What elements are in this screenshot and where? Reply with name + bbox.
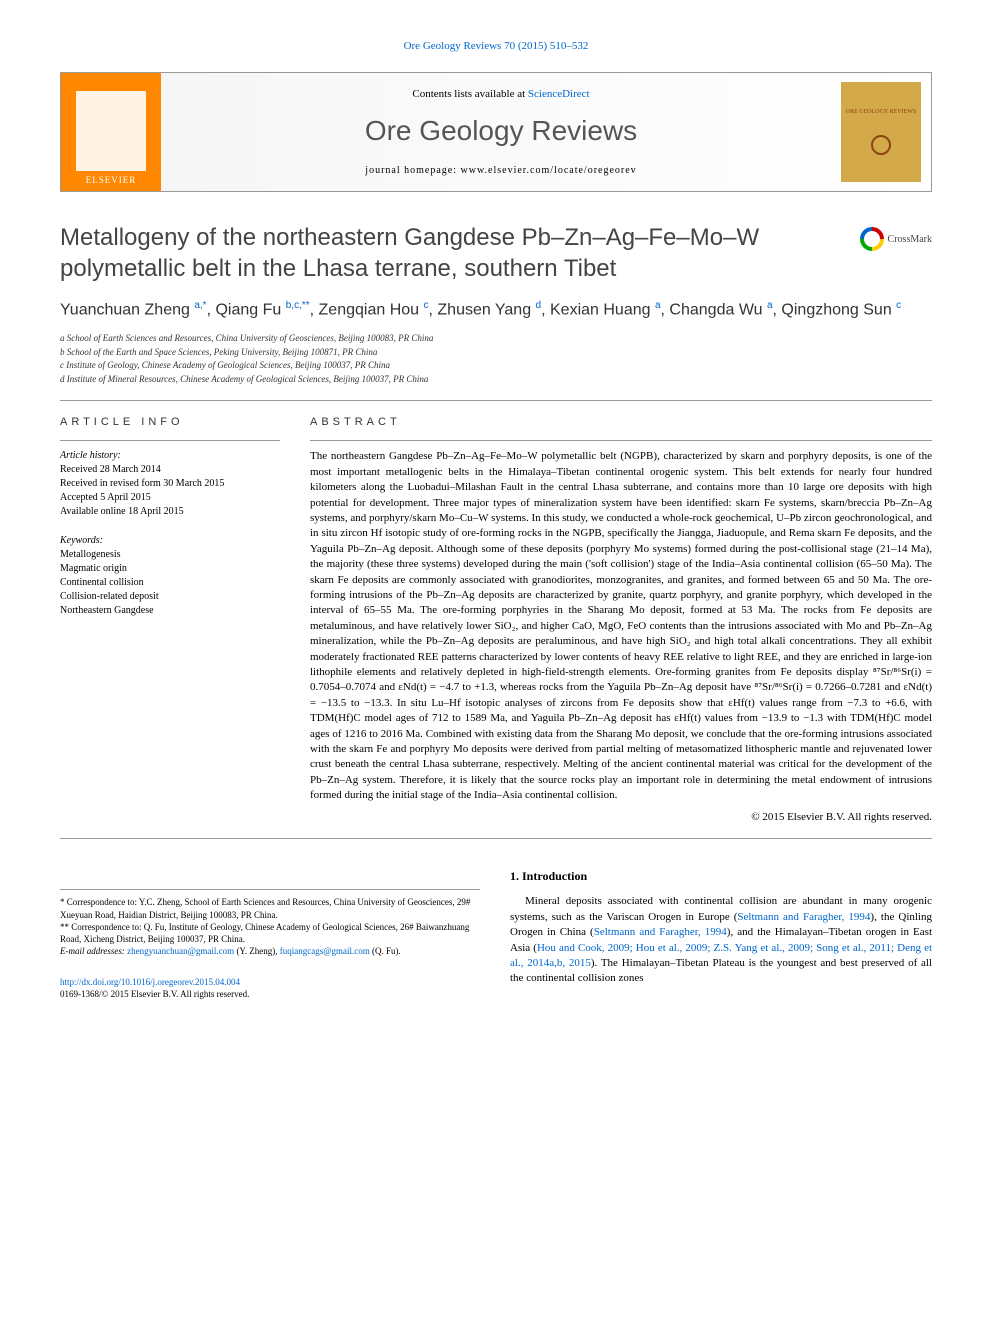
keyword-item: Magmatic origin <box>60 562 280 576</box>
title-row: Metallogeny of the northeastern Gangdese… <box>60 222 932 284</box>
divider <box>60 400 932 401</box>
article-history: Article history: Received 28 March 2014R… <box>60 449 280 519</box>
history-label: Article history: <box>60 449 280 463</box>
journal-header: ELSEVIER Contents lists available at Sci… <box>60 72 932 192</box>
affiliations: a School of Earth Sciences and Resources… <box>60 332 932 385</box>
lower-columns: * Correspondence to: Y.C. Zheng, School … <box>60 869 932 1000</box>
introduction-column: 1. Introduction Mineral deposits associa… <box>510 869 932 1000</box>
authors-list: Yuanchuan Zheng a,*, Qiang Fu b,c,**, Ze… <box>60 299 932 322</box>
history-item: Received 28 March 2014 <box>60 463 280 477</box>
email-line: E-mail addresses: zhengyuanchuan@gmail.c… <box>60 945 480 957</box>
email-link-1[interactable]: zhengyuanchuan@gmail.com <box>127 946 234 956</box>
correspondence-footnotes: * Correspondence to: Y.C. Zheng, School … <box>60 889 480 957</box>
crossmark-label: CrossMark <box>888 234 932 245</box>
page-container: Ore Geology Reviews 70 (2015) 510–532 EL… <box>0 0 992 1041</box>
elsevier-tree-icon <box>76 91 146 171</box>
keywords-label: Keywords: <box>60 534 280 548</box>
abstract-column: abstract The northeastern Gangdese Pb–Zn… <box>310 416 932 823</box>
correspondence-2: ** Correspondence to: Q. Fu, Institute o… <box>60 921 480 945</box>
history-item: Accepted 5 April 2015 <box>60 491 280 505</box>
elsevier-logo: ELSEVIER <box>61 73 161 191</box>
abstract-text: The northeastern Gangdese Pb–Zn–Ag–Fe–Mo… <box>310 449 932 803</box>
abstract-heading: abstract <box>310 416 932 428</box>
introduction-heading: 1. Introduction <box>510 869 932 884</box>
keyword-item: Metallogenesis <box>60 548 280 562</box>
article-title: Metallogeny of the northeastern Gangdese… <box>60 222 840 284</box>
abstract-copyright: © 2015 Elsevier B.V. All rights reserved… <box>310 811 932 823</box>
contents-line: Contents lists available at ScienceDirec… <box>176 88 826 100</box>
crossmark-badge[interactable]: CrossMark <box>860 227 932 251</box>
affiliation-item: c Institute of Geology, Chinese Academy … <box>60 359 932 372</box>
top-citation: Ore Geology Reviews 70 (2015) 510–532 <box>60 40 932 52</box>
article-info-column: article info Article history: Received 2… <box>60 416 280 823</box>
publisher-name: ELSEVIER <box>86 175 137 185</box>
footer: http://dx.doi.org/10.1016/j.oregeorev.20… <box>60 977 480 1000</box>
keyword-item: Collision-related deposit <box>60 590 280 604</box>
journal-name: Ore Geology Reviews <box>176 115 826 147</box>
crossmark-icon <box>860 227 884 251</box>
keywords-block: Keywords: MetallogenesisMagmatic originC… <box>60 534 280 618</box>
sciencedirect-link[interactable]: ScienceDirect <box>528 88 590 100</box>
email-link-2[interactable]: fuqiangcags@gmail.com <box>280 946 370 956</box>
introduction-text: Mineral deposits associated with contine… <box>510 894 932 986</box>
article-info-heading: article info <box>60 416 280 428</box>
affiliation-item: d Institute of Mineral Resources, Chines… <box>60 373 932 386</box>
affiliation-item: a School of Earth Sciences and Resources… <box>60 332 932 345</box>
info-abstract-row: article info Article history: Received 2… <box>60 416 932 823</box>
keyword-item: Continental collision <box>60 576 280 590</box>
affiliation-item: b School of the Earth and Space Sciences… <box>60 346 932 359</box>
header-center: Contents lists available at ScienceDirec… <box>161 73 841 191</box>
journal-cover-thumbnail: ORE GEOLOGY REVIEWS <box>841 82 921 182</box>
history-item: Available online 18 April 2015 <box>60 505 280 519</box>
homepage-url[interactable]: www.elsevier.com/locate/oregeorev <box>461 165 637 176</box>
citation-link[interactable]: Ore Geology Reviews 70 (2015) 510–532 <box>404 40 589 52</box>
correspondence-1: * Correspondence to: Y.C. Zheng, School … <box>60 896 480 920</box>
footnotes-column: * Correspondence to: Y.C. Zheng, School … <box>60 869 480 1000</box>
keyword-item: Northeastern Gangdese <box>60 604 280 618</box>
issn-copyright: 0169-1368/© 2015 Elsevier B.V. All right… <box>60 989 480 1001</box>
doi-link[interactable]: http://dx.doi.org/10.1016/j.oregeorev.20… <box>60 977 240 987</box>
history-item: Received in revised form 30 March 2015 <box>60 477 280 491</box>
journal-homepage: journal homepage: www.elsevier.com/locat… <box>176 165 826 176</box>
